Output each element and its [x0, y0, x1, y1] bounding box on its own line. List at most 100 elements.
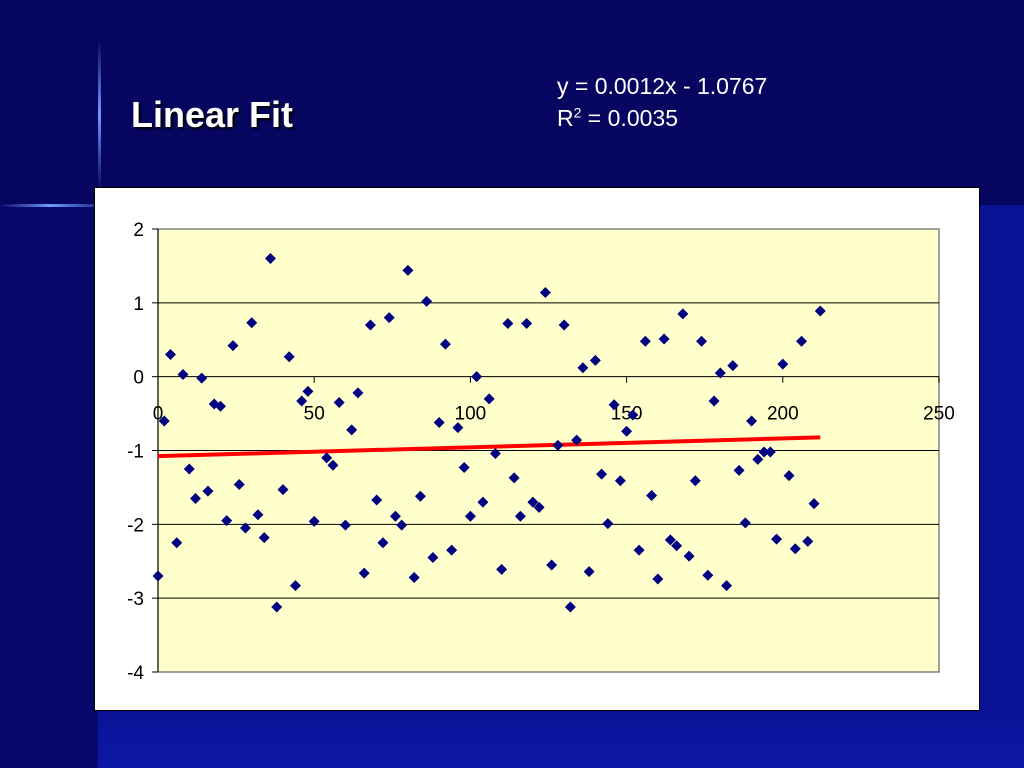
data-point — [577, 362, 589, 374]
y-tick-label: -2 — [127, 515, 144, 536]
data-point — [433, 416, 445, 428]
data-point — [789, 543, 801, 555]
data-point — [327, 459, 339, 471]
data-point — [552, 439, 564, 451]
data-point — [164, 349, 176, 361]
data-point — [439, 338, 451, 350]
data-point — [408, 571, 420, 583]
data-point — [271, 601, 283, 613]
data-point — [471, 371, 483, 383]
y-tick-label: -4 — [127, 663, 144, 684]
data-point — [664, 534, 676, 546]
data-point — [614, 475, 626, 487]
data-point — [627, 409, 639, 421]
data-point — [346, 424, 358, 436]
slide-title: Linear Fit — [131, 94, 294, 135]
data-point — [777, 358, 789, 370]
y-tick-label: -1 — [127, 442, 144, 463]
data-point — [814, 305, 826, 317]
data-point — [383, 312, 395, 324]
data-point — [152, 570, 164, 582]
equation-line: y = 0.0012x - 1.0767 — [557, 73, 768, 99]
horizontal-accent-line — [0, 204, 100, 207]
data-point — [364, 319, 376, 331]
scatter-chart: 2 1 0 -1 -2 -3 -4 0 50 100 150 200 250 — [127, 220, 955, 684]
x-tick-label: 150 — [611, 404, 643, 425]
x-tick-label: 0 — [153, 404, 164, 425]
x-tick-label: 250 — [923, 404, 955, 425]
data-point — [514, 510, 526, 522]
data-point — [321, 452, 333, 464]
slide-header-background — [0, 0, 1024, 205]
data-point — [477, 496, 489, 508]
data-point — [539, 286, 551, 298]
data-point — [277, 484, 289, 496]
slide-left-panel — [0, 205, 98, 768]
data-point — [608, 399, 620, 411]
data-point — [352, 387, 364, 399]
data-point — [652, 573, 664, 585]
data-point — [752, 453, 764, 465]
vertical-accent-line — [98, 40, 101, 190]
data-point — [596, 468, 608, 480]
data-point — [564, 601, 576, 613]
data-point — [658, 333, 670, 345]
data-point — [796, 335, 808, 347]
data-point — [483, 393, 495, 405]
data-point — [527, 496, 539, 508]
data-point — [764, 446, 776, 458]
chart-frame: 2 1 0 -1 -2 -3 -4 0 50 100 150 200 250 — [94, 187, 980, 711]
data-point — [708, 395, 720, 407]
x-tick-label: 200 — [767, 404, 799, 425]
data-point — [214, 400, 226, 412]
data-point — [427, 552, 439, 564]
data-point — [739, 517, 751, 529]
data-point — [721, 580, 733, 592]
data-point — [333, 397, 345, 409]
data-point — [196, 372, 208, 384]
data-point — [808, 498, 820, 510]
r-squared-superscript: 2 — [573, 104, 582, 121]
data-point — [727, 360, 739, 372]
data-point — [414, 490, 426, 502]
data-point — [758, 446, 770, 458]
r-squared-symbol: R — [557, 105, 574, 131]
data-point — [621, 425, 633, 437]
data-point — [371, 494, 383, 506]
data-point — [296, 395, 308, 407]
x-tick-label: 50 — [304, 404, 325, 425]
data-point — [589, 354, 601, 366]
data-point — [496, 563, 508, 575]
data-point — [308, 515, 320, 527]
data-point — [464, 510, 476, 522]
data-point — [252, 509, 264, 521]
data-point — [227, 340, 239, 352]
data-point — [633, 544, 645, 556]
data-point — [533, 501, 545, 513]
y-tick-label: -3 — [127, 589, 144, 610]
data-point — [177, 368, 189, 380]
data-point — [639, 335, 651, 347]
data-point — [302, 385, 314, 397]
data-point — [689, 475, 701, 487]
y-tick-label: 0 — [133, 368, 144, 389]
data-point — [158, 415, 170, 427]
data-point — [233, 478, 245, 490]
data-point — [246, 317, 258, 329]
data-point — [546, 559, 558, 571]
data-point — [171, 537, 183, 549]
data-point — [264, 253, 276, 265]
data-point — [452, 422, 464, 434]
data-point — [771, 533, 783, 545]
data-point — [189, 492, 201, 504]
data-point — [733, 464, 745, 476]
data-point — [571, 434, 583, 446]
slide-right-panel — [980, 205, 1024, 768]
data-point — [583, 566, 595, 578]
data-point — [602, 518, 614, 530]
data-point — [802, 535, 814, 547]
data-point — [746, 415, 758, 427]
data-point — [671, 540, 683, 552]
trendline — [157, 435, 821, 459]
data-point — [458, 461, 470, 473]
